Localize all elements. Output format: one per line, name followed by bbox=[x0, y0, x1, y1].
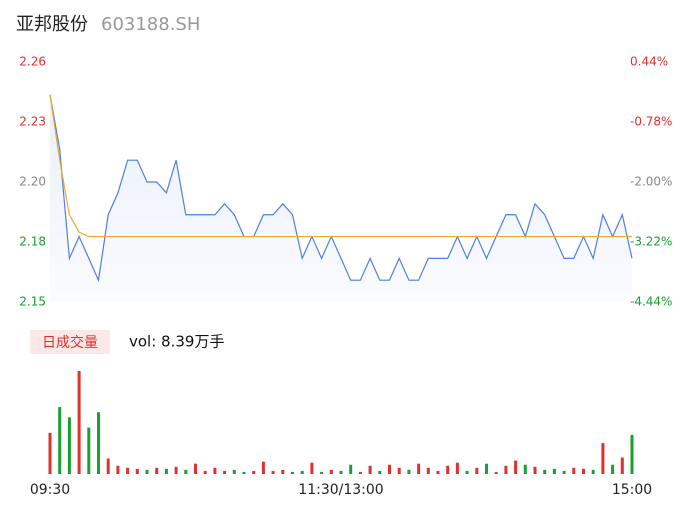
volume-bar bbox=[523, 464, 527, 474]
x-tick-label: 15:00 bbox=[612, 482, 652, 498]
volume-bar bbox=[504, 465, 508, 474]
volume-bar bbox=[155, 467, 159, 474]
volume-bar bbox=[494, 471, 498, 474]
y2-tick-label: -0.78% bbox=[630, 115, 672, 129]
volume-bar bbox=[252, 470, 256, 474]
volume-bar bbox=[446, 465, 450, 474]
y-tick-label: 2.23 bbox=[19, 115, 46, 129]
volume-bar bbox=[611, 464, 615, 474]
subtitle: 603188.SH bbox=[101, 14, 200, 35]
volume-bar bbox=[203, 470, 207, 474]
volume-bar bbox=[174, 466, 178, 474]
volume-bar bbox=[543, 469, 547, 474]
volume-bar bbox=[485, 463, 488, 474]
volume-bar bbox=[232, 469, 236, 474]
volume-bar bbox=[329, 469, 333, 474]
volume-bar bbox=[417, 463, 421, 474]
y2-tick-label: -2.00% bbox=[630, 175, 672, 189]
volume-bar bbox=[358, 471, 362, 474]
volume-bar bbox=[67, 417, 71, 474]
volume-bar bbox=[116, 465, 120, 474]
y2-tick-label: 0.44% bbox=[630, 55, 668, 69]
volume-bar bbox=[397, 467, 401, 474]
volume-bar bbox=[261, 461, 265, 474]
volume-bar bbox=[339, 470, 343, 474]
volume-bar bbox=[271, 470, 275, 474]
volume-bar bbox=[407, 469, 411, 474]
volume-bar bbox=[436, 470, 440, 474]
volume-bar bbox=[572, 467, 576, 474]
volume-bar bbox=[601, 443, 605, 474]
x-tick-label: 11:30/13:00 bbox=[298, 482, 383, 498]
y-tick-label: 2.26 bbox=[19, 55, 46, 69]
volume-bar bbox=[620, 457, 624, 474]
volume-bar bbox=[310, 462, 314, 474]
volume-bar bbox=[630, 434, 634, 474]
y-tick-label: 2.18 bbox=[19, 235, 46, 249]
volume-label-bg bbox=[30, 330, 110, 354]
volume-bar bbox=[591, 469, 595, 474]
volume-bar bbox=[368, 465, 372, 474]
volume-bar bbox=[300, 470, 304, 474]
volume-bar bbox=[388, 464, 391, 474]
volume-bar bbox=[281, 469, 285, 474]
y-tick-label: 2.15 bbox=[19, 295, 46, 309]
volume-bar bbox=[514, 460, 518, 474]
volume-bar bbox=[475, 467, 479, 474]
volume-bar bbox=[48, 432, 52, 474]
volume-bar bbox=[194, 463, 197, 474]
volume-bar bbox=[291, 471, 294, 474]
volume-bar bbox=[87, 427, 91, 474]
volume-bar bbox=[184, 469, 188, 474]
volume-bar bbox=[135, 468, 139, 474]
volume-label: 日成交量 bbox=[42, 334, 98, 351]
volume-bar bbox=[106, 458, 110, 474]
volume-bar bbox=[562, 470, 566, 474]
volume-bar bbox=[378, 470, 382, 474]
volume-bar bbox=[426, 467, 430, 474]
volume-bar bbox=[552, 468, 556, 474]
volume-bar bbox=[533, 466, 537, 474]
price-area bbox=[50, 94, 632, 303]
volume-bar bbox=[320, 471, 324, 474]
volume-bar bbox=[126, 467, 130, 474]
volume-bar bbox=[582, 468, 585, 474]
volume-bar bbox=[164, 468, 168, 474]
volume-text: vol: 8.39万手 bbox=[129, 333, 224, 351]
volume-bar bbox=[213, 467, 217, 474]
series-line bbox=[49, 94, 633, 283]
volume-bar bbox=[349, 464, 353, 474]
series-line bbox=[49, 94, 632, 238]
volume-bar bbox=[223, 470, 227, 474]
volume-bar bbox=[145, 469, 149, 474]
volume-bar bbox=[97, 412, 100, 474]
y2-tick-label: -3.22% bbox=[630, 235, 672, 249]
volume-bar bbox=[465, 470, 469, 474]
volume-bar bbox=[242, 471, 246, 474]
y-tick-label: 2.20 bbox=[19, 175, 46, 189]
y2-tick-label: -4.44% bbox=[630, 295, 672, 309]
volume-bar bbox=[58, 407, 62, 474]
x-tick-label: 09:30 bbox=[30, 482, 70, 498]
volume-bar bbox=[77, 371, 81, 474]
chart-title: 亚邦股份 bbox=[16, 14, 88, 35]
volume-bar bbox=[455, 462, 459, 474]
